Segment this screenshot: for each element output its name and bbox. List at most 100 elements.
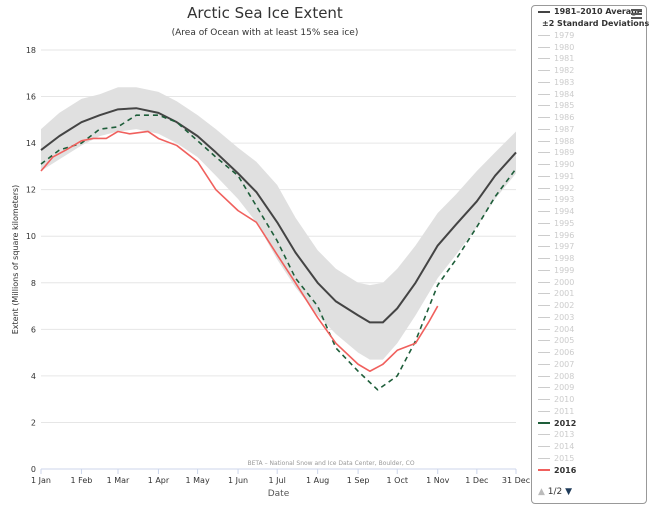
legend-item-2011[interactable]: 2011 — [532, 406, 646, 418]
legend-item-label: 2016 — [554, 465, 577, 475]
y-tick-label: 4 — [31, 372, 36, 381]
legend-item-1985[interactable]: 1985 — [532, 100, 646, 112]
legend-item-2001[interactable]: 2001 — [532, 288, 646, 300]
legend-item-1981[interactable]: 1981 — [532, 53, 646, 65]
legend-item-1997[interactable]: 1997 — [532, 241, 646, 253]
legend-swatch — [538, 187, 550, 189]
legend-item-label: 2013 — [554, 430, 575, 440]
legend-swatch — [538, 269, 550, 271]
legend-item-2008[interactable]: 2008 — [532, 370, 646, 382]
legend-item-2005[interactable]: 2005 — [532, 335, 646, 347]
legend-item-label: 1983 — [554, 77, 575, 87]
legend-item-2002[interactable]: 2002 — [532, 300, 646, 312]
legend-item-label: 1982 — [554, 66, 575, 76]
x-tick-label: 1 Aug — [306, 476, 329, 485]
legend-item-2014[interactable]: 2014 — [532, 441, 646, 453]
legend-item-1989[interactable]: 1989 — [532, 147, 646, 159]
legend-item-2016[interactable]: 2016 — [532, 464, 646, 476]
legend-item-label: 1992 — [554, 183, 575, 193]
legend-item-label: 1988 — [554, 136, 575, 146]
y-axis-title: Extent (Millions of square kilometers) — [11, 185, 20, 335]
y-tick-label: 10 — [26, 232, 36, 241]
legend-item-label: 2009 — [554, 383, 575, 393]
y-tick-label: 2 — [31, 418, 36, 427]
legend-swatch — [538, 93, 550, 95]
pager-down-icon[interactable]: ▼ — [565, 487, 573, 497]
legend-item-label: 1996 — [554, 230, 575, 240]
series-line-1981-2010-Average — [40, 107, 517, 324]
legend-item-1988[interactable]: 1988 — [532, 135, 646, 147]
legend-item-1987[interactable]: 1987 — [532, 124, 646, 136]
legend-swatch — [538, 469, 550, 472]
legend-item-1994[interactable]: 1994 — [532, 206, 646, 218]
legend-swatch — [538, 399, 550, 401]
legend-swatch — [538, 316, 550, 318]
legend-item-label: 2003 — [554, 312, 575, 322]
legend-item-1980[interactable]: 1980 — [532, 41, 646, 53]
legend-item-1999[interactable]: 1999 — [532, 265, 646, 277]
legend-item-label: 1999 — [554, 265, 575, 275]
legend-swatch — [538, 457, 550, 459]
legend-swatch — [538, 293, 550, 295]
legend-item-label: 1998 — [554, 254, 575, 264]
legend-item-1992[interactable]: 1992 — [532, 182, 646, 194]
legend-item-2009[interactable]: 2009 — [532, 382, 646, 394]
legend-item-1996[interactable]: 1996 — [532, 229, 646, 241]
legend-swatch — [538, 246, 550, 248]
x-tick-label: 1 Feb — [71, 476, 93, 485]
legend-pager: ▲ 1/2 ▼ — [538, 487, 573, 497]
legend-item-label: 2000 — [554, 277, 575, 287]
legend-swatch — [538, 34, 550, 36]
legend-item-label: 1981 — [554, 54, 575, 64]
legend-item-label: 1994 — [554, 207, 575, 217]
menu-icon[interactable] — [631, 9, 642, 21]
legend-item-1993[interactable]: 1993 — [532, 194, 646, 206]
x-tick-label: 1 Oct — [387, 476, 408, 485]
legend-item-label: 1989 — [554, 148, 575, 158]
series-line-2016 — [40, 130, 439, 373]
legend-item-2000[interactable]: 2000 — [532, 276, 646, 288]
legend-item-1982[interactable]: 1982 — [532, 65, 646, 77]
legend-item-label: 1984 — [554, 89, 575, 99]
legend-item-label: 2006 — [554, 348, 575, 358]
legend-item-1983[interactable]: 1983 — [532, 77, 646, 89]
legend-item-1984[interactable]: 1984 — [532, 88, 646, 100]
legend-item-label: 2005 — [554, 336, 575, 346]
y-tick-label: 0 — [31, 465, 36, 474]
legend-swatch — [538, 105, 550, 107]
legend-item-1995[interactable]: 1995 — [532, 218, 646, 230]
legend-swatch — [538, 222, 550, 224]
legend-item-label: 2012 — [554, 418, 577, 428]
legend-item-2004[interactable]: 2004 — [532, 323, 646, 335]
legend-item-1991[interactable]: 1991 — [532, 171, 646, 183]
chart-subtitle: (Area of Ocean with at least 15% sea ice… — [171, 28, 359, 38]
legend-swatch — [538, 387, 550, 389]
legend-item-label: 2014 — [554, 442, 575, 452]
x-tick-label: 1 Jan — [31, 476, 51, 485]
x-axis-title: Date — [268, 489, 290, 499]
y-tick-label: 16 — [26, 93, 36, 102]
x-tick-label: 1 Nov — [426, 476, 450, 485]
legend-item-label: 1990 — [554, 160, 575, 170]
legend-item-label: 1986 — [554, 113, 575, 123]
legend-item-std-dev[interactable]: ±2 Standard Deviations — [542, 19, 650, 29]
legend-item-2015[interactable]: 2015 — [532, 453, 646, 465]
legend-item-label: 1995 — [554, 218, 575, 228]
legend-item-2007[interactable]: 2007 — [532, 359, 646, 371]
legend-item-1979[interactable]: 1979 — [532, 30, 646, 42]
legend-item-2010[interactable]: 2010 — [532, 394, 646, 406]
legend-item-1998[interactable]: 1998 — [532, 253, 646, 265]
legend-item-label: 2007 — [554, 359, 575, 369]
legend-item-2003[interactable]: 2003 — [532, 312, 646, 324]
legend-item-label: 1993 — [554, 195, 575, 205]
legend-item-2012[interactable]: 2012 — [532, 417, 646, 429]
pager-up-icon[interactable]: ▲ — [538, 487, 545, 497]
legend-item-1986[interactable]: 1986 — [532, 112, 646, 124]
x-tick-label: 1 Jul — [269, 476, 286, 485]
legend-item-2006[interactable]: 2006 — [532, 347, 646, 359]
legend-item-label: 1980 — [554, 42, 575, 52]
x-tick-label: 31 Dec — [502, 476, 530, 485]
legend-item-1990[interactable]: 1990 — [532, 159, 646, 171]
legend-item-2013[interactable]: 2013 — [532, 429, 646, 441]
legend-item-average[interactable]: 1981–2010 Average — [532, 6, 646, 18]
